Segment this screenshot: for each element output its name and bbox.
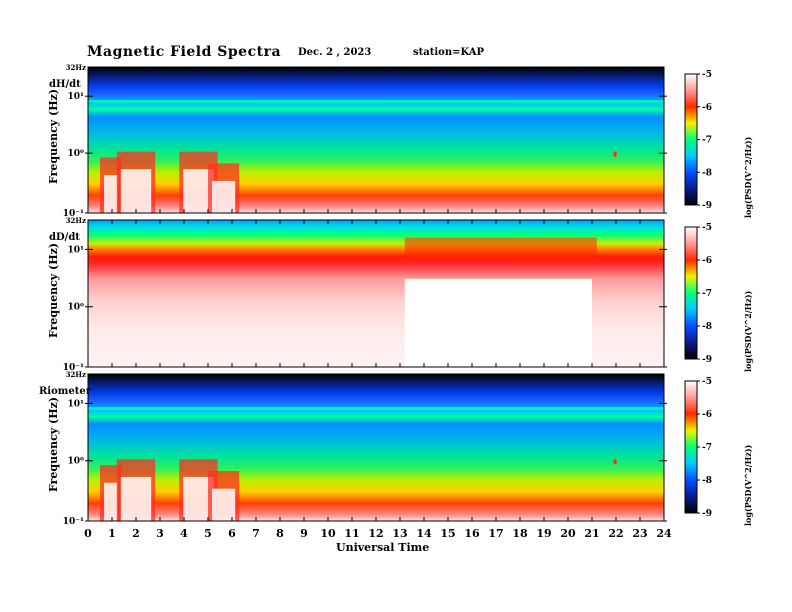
low-frequency-saturation-region — [120, 169, 152, 213]
x-tick-label: 9 — [300, 527, 308, 540]
y-tick-label: 10¹ — [68, 399, 85, 409]
chart-date: Dec. 2 , 2023 — [298, 47, 372, 58]
x-tick-label: 8 — [276, 527, 284, 540]
x-tick-label: 3 — [156, 527, 164, 540]
x-tick-label: 24 — [656, 527, 672, 540]
x-tick-label: 11 — [344, 527, 359, 540]
quiet-region — [404, 278, 592, 367]
x-tick-label: 0 — [84, 527, 92, 540]
colorbar-tick-label: -7 — [702, 443, 712, 453]
y-tick-label: 10⁰ — [68, 457, 85, 467]
spectrogram-image — [88, 67, 664, 213]
x-tick-label: 21 — [584, 527, 599, 540]
y-top-label: 32Hz — [66, 370, 86, 379]
y-tick-label: 10⁰ — [68, 149, 85, 159]
x-tick-label: 15 — [440, 527, 455, 540]
x-tick-label: 20 — [560, 527, 576, 540]
colorbar-tick-label: -5 — [702, 377, 712, 387]
colorbar-tick-label: -8 — [702, 476, 712, 486]
colorbar-label-1: log(PSD(V^2/Hz)) — [743, 136, 753, 218]
colorbar-tick-label: -7 — [702, 136, 712, 146]
spectrogram-panel-2: 10¹ 10⁰ 10⁻¹ 32Hz -5 -6 -7 -8 -9 — [63, 216, 712, 373]
y-axis-label-dddt: Frequency (Hz) — [47, 242, 60, 338]
x-tick-label: 10 — [320, 527, 336, 540]
colorbar-tick-label: -6 — [702, 256, 712, 266]
emission-band — [404, 237, 597, 259]
x-axis-label: Universal Time — [336, 541, 430, 554]
x-tick-label: 1 — [108, 527, 116, 540]
low-frequency-saturation-region — [104, 482, 118, 521]
y-top-label: 32Hz — [66, 63, 86, 72]
x-tick-label: 19 — [536, 527, 551, 540]
low-frequency-saturation-region — [120, 476, 152, 521]
colorbar-tick-label: -6 — [702, 410, 712, 420]
colorbar-label-3: log(PSD(V^2/Hz)) — [743, 444, 753, 526]
x-tick-label: 18 — [512, 527, 528, 540]
colorbar-tick-label: -9 — [702, 509, 712, 519]
spectral-band — [88, 407, 664, 411]
chart-title: Magnetic Field Spectra — [87, 44, 282, 60]
colorbar — [684, 226, 698, 360]
x-tick-label: 2 — [132, 527, 140, 540]
spectrogram-panel-1: 10¹ 10⁰ 10⁻¹ 32Hz -5 -6 -7 -8 -9 — [63, 63, 712, 219]
colorbar — [684, 380, 698, 514]
colorbar-tick-label: -8 — [702, 322, 712, 332]
x-tick-label: 12 — [368, 527, 383, 540]
panel-label-dddt: dD/dt — [49, 232, 80, 243]
colorbar-tick-label: -9 — [702, 201, 712, 211]
spectral-band — [88, 99, 664, 103]
y-axis-label-dhdt: Frequency (Hz) — [47, 88, 60, 184]
colorbar-tick-label: -6 — [702, 103, 712, 113]
colorbar-tick-label: -8 — [702, 168, 712, 178]
y-top-label: 32Hz — [66, 216, 86, 225]
colorbar — [684, 73, 698, 206]
low-frequency-saturation-region — [104, 175, 118, 213]
x-tick-label: 17 — [488, 527, 503, 540]
colorbar-tick-label: -7 — [702, 289, 712, 299]
y-tick-label: 10¹ — [68, 92, 85, 102]
x-tick-label: 22 — [608, 527, 623, 540]
x-tick-label: 5 — [204, 527, 212, 540]
low-frequency-saturation-region — [212, 488, 236, 521]
y-tick-label: 10¹ — [68, 245, 85, 255]
y-tick-label: 10⁰ — [68, 303, 85, 313]
spectrogram-image — [88, 374, 664, 521]
y-tick-label: 10⁻¹ — [63, 209, 84, 219]
spectrogram-panel-3: 10¹ 10⁰ 10⁻¹ 32Hz -5 -6 -7 -8 -9 — [63, 370, 712, 527]
spectral-spot — [613, 151, 617, 157]
x-tick-label: 4 — [180, 527, 188, 540]
x-tick-label: 7 — [252, 527, 260, 540]
x-tick-label: 23 — [632, 527, 647, 540]
colorbar-label-2: log(PSD(V^2/Hz)) — [743, 290, 753, 372]
station-label: station=KAP — [413, 47, 485, 58]
x-tick-label: 13 — [392, 527, 407, 540]
colorbar-tick-label: -5 — [702, 223, 712, 233]
colorbar-tick-label: -9 — [702, 355, 712, 365]
x-tick-label: 16 — [464, 527, 480, 540]
x-tick-label: 14 — [416, 527, 432, 540]
panel-label-riometer: Riometer — [39, 386, 91, 397]
y-tick-label: 10⁻¹ — [63, 517, 84, 527]
colorbar-tick-label: -5 — [702, 70, 712, 80]
spectral-spot — [613, 459, 617, 465]
panel-label-dhdt: dH/dt — [49, 79, 81, 90]
y-tick-label: 10⁻¹ — [63, 363, 84, 373]
x-tick-label: 6 — [228, 527, 236, 540]
y-axis-label-riometer: Frequency (Hz) — [47, 396, 60, 492]
low-frequency-saturation-region — [212, 180, 236, 213]
